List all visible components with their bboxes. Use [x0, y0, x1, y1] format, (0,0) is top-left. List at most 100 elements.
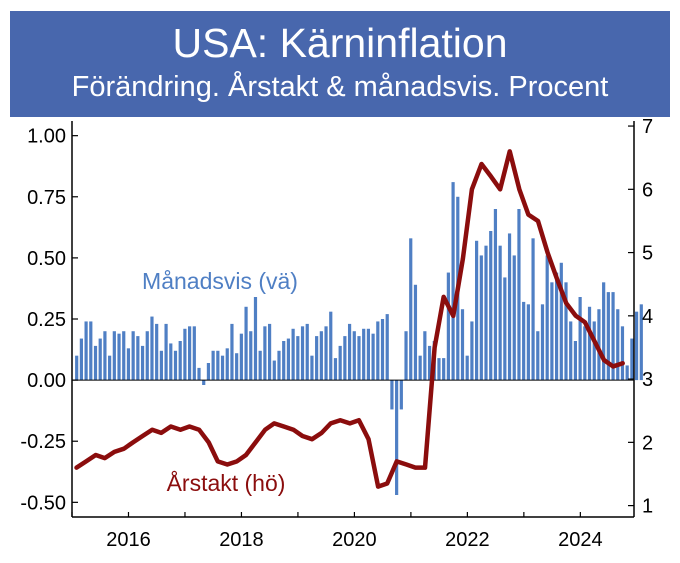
chart-title: USA: Kärninflation — [172, 20, 508, 66]
x-tick-label: 2020 — [332, 529, 377, 551]
bar-mark — [282, 341, 286, 381]
monthly-bars — [75, 182, 643, 495]
series-line-arstakt — [74, 149, 625, 489]
right-tick-label: 2 — [642, 432, 653, 454]
bar-mark — [305, 323, 309, 381]
bar-mark — [93, 345, 98, 381]
bar-mark — [258, 350, 262, 381]
right-tick-label: 5 — [642, 243, 653, 265]
bar-mark — [583, 326, 587, 381]
bar-mark — [155, 323, 159, 381]
bar-mark — [475, 240, 479, 381]
left-tick-label: 1.00 — [27, 126, 66, 148]
bar-mark — [587, 306, 592, 381]
bar-mark — [126, 348, 131, 381]
left-tick-label: 0.25 — [27, 309, 66, 331]
x-tick-label: 2022 — [445, 529, 490, 551]
bar-mark — [291, 328, 295, 381]
annotation-manadsvis: Månadsvis (vä) — [142, 268, 298, 294]
bar-mark — [465, 355, 469, 381]
bar-mark — [239, 333, 243, 381]
bar-mark — [244, 306, 248, 381]
bar-mark — [625, 365, 629, 381]
bar-mark — [451, 182, 455, 381]
bar-mark — [329, 311, 333, 381]
bar-mark — [300, 326, 305, 381]
bar-mark — [522, 301, 526, 381]
bar-mark — [230, 323, 234, 381]
bar-mark — [602, 282, 606, 381]
bar-mark — [192, 326, 196, 381]
bar-mark — [188, 326, 192, 381]
right-tick-label: 6 — [642, 179, 653, 201]
bar-mark — [338, 345, 342, 381]
bar-mark — [211, 350, 215, 381]
bar-mark — [324, 326, 328, 381]
bar-mark — [611, 292, 615, 381]
bar-mark — [108, 355, 112, 381]
bar-mark — [366, 328, 370, 381]
bar-mark — [597, 309, 601, 381]
bar-mark — [89, 321, 93, 381]
bar-mark — [249, 331, 253, 381]
x-tick-label: 2018 — [219, 529, 264, 551]
bar-mark — [498, 245, 502, 381]
bar-mark — [399, 380, 403, 410]
bar-mark — [159, 350, 163, 381]
bar-mark — [140, 345, 145, 381]
bar-mark — [493, 209, 498, 381]
bar-mark — [559, 262, 563, 381]
axes: 1.00 0.75 0.50 0.25 0.00 -0.25 -0.50 7 6 5 4 3 2 1 201… — [20, 116, 653, 551]
annotation-arstakt: Årstakt (hö) — [167, 469, 286, 496]
bar-mark — [404, 331, 408, 381]
bar-mark — [343, 336, 347, 381]
bar-mark — [319, 331, 323, 381]
bar-mark — [277, 350, 281, 381]
right-tick-label: 3 — [642, 369, 653, 391]
bar-mark — [164, 323, 168, 381]
title-banner: USA: Kärninflation Förändring. Årstakt &… — [10, 11, 670, 117]
bar-mark — [202, 380, 206, 385]
bar-mark — [620, 326, 625, 381]
bar-mark — [639, 304, 643, 381]
left-tick-label: 0.75 — [27, 187, 66, 209]
left-tick-label: -0.25 — [20, 431, 66, 453]
bar-mark — [131, 331, 135, 381]
bar-mark — [310, 355, 314, 381]
bar-mark — [503, 277, 507, 381]
bar-mark — [371, 333, 375, 381]
x-tick-label: 2024 — [558, 529, 603, 551]
bar-mark — [253, 297, 258, 381]
bar-mark — [352, 331, 356, 381]
x-tick-label: 2016 — [106, 529, 151, 551]
bar-mark — [272, 360, 276, 381]
bar-mark — [536, 331, 540, 381]
chart-subtitle: Förändring. Årstakt & månadsvis. Procent — [71, 71, 609, 103]
bar-mark — [98, 338, 102, 381]
bar-mark — [517, 209, 521, 381]
bar-mark — [357, 336, 361, 381]
bar-mark — [117, 333, 121, 381]
bar-mark — [395, 380, 399, 495]
bar-mark — [220, 355, 225, 381]
bar-mark — [225, 348, 229, 381]
labels: Månadsvis (vä) Årstakt (hö) — [142, 268, 298, 496]
bar-mark — [564, 282, 568, 381]
bar-mark — [470, 321, 474, 381]
bar-mark — [569, 321, 573, 381]
bar-mark — [409, 238, 413, 381]
bar-mark — [183, 328, 187, 381]
bar-mark — [526, 304, 530, 381]
bar-mark — [479, 255, 483, 381]
bar-mark — [216, 350, 220, 381]
bar-mark — [423, 331, 427, 381]
bar-mark — [507, 233, 512, 381]
bar-mark — [380, 319, 385, 381]
bar-mark — [489, 231, 493, 381]
bar-mark — [79, 338, 83, 381]
bar-mark — [606, 292, 610, 381]
bar-mark — [206, 363, 211, 381]
bar-mark — [616, 309, 620, 381]
bar-mark — [296, 336, 300, 381]
bar-mark — [267, 323, 272, 381]
